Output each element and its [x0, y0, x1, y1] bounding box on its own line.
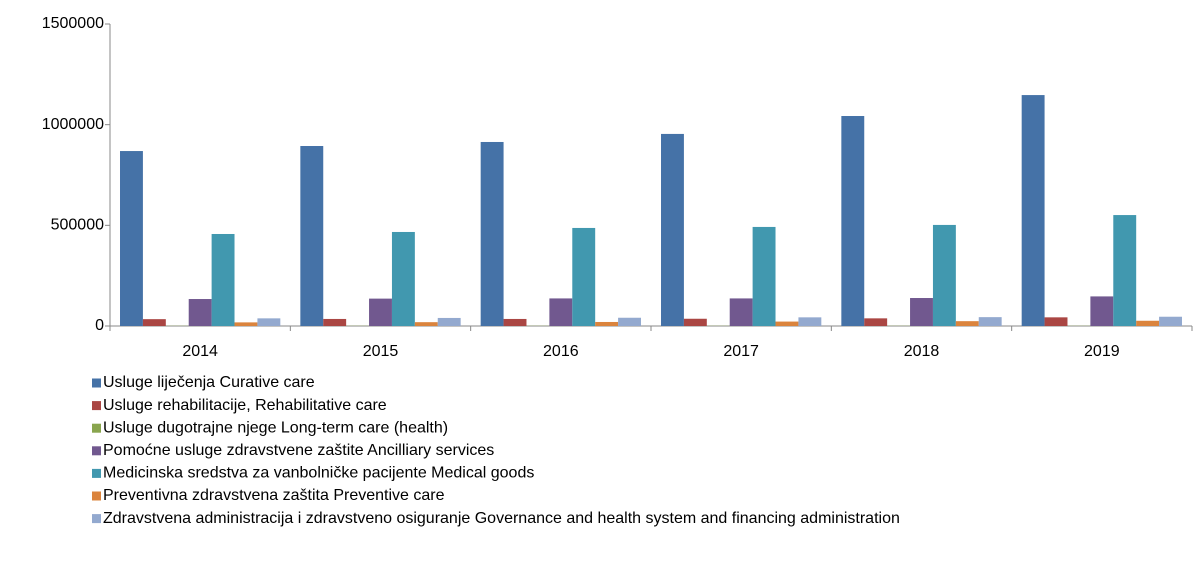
legend-label: Usluge dugotrajne njege Long-term care (… [103, 419, 448, 436]
x-tick-label: 2014 [182, 343, 218, 360]
bar [480, 141, 504, 326]
x-tick-label: 2018 [904, 343, 940, 360]
x-tick-label: 2016 [543, 343, 579, 360]
bar [752, 226, 776, 326]
bar [323, 318, 347, 326]
legend-swatch [92, 446, 101, 456]
legend-swatch [92, 468, 101, 478]
bar [932, 224, 956, 326]
bar [549, 298, 573, 326]
bar [798, 317, 822, 326]
legend-label: Zdravstvena administracija i zdravstveno… [103, 510, 900, 527]
bar [300, 146, 324, 326]
bar [1044, 317, 1068, 326]
bar [595, 321, 619, 326]
legend-swatch [92, 423, 101, 433]
bar [211, 233, 235, 326]
bar [955, 321, 979, 326]
bar [910, 298, 933, 326]
x-tick-label: 2019 [1084, 343, 1120, 360]
bar [775, 321, 799, 326]
bar [503, 318, 527, 326]
x-tick-label: 2015 [363, 343, 399, 360]
y-tick-label: 500000 [51, 217, 104, 234]
legend-swatch [92, 378, 101, 388]
bar [188, 299, 212, 326]
bar [257, 318, 281, 326]
bar [1159, 316, 1182, 326]
y-tick-label: 0 [95, 317, 104, 334]
bar [1113, 215, 1137, 326]
bar [234, 322, 258, 326]
legend-label: Preventivna zdravstvena zaštita Preventi… [103, 487, 445, 504]
bar [683, 318, 707, 326]
bar [1021, 95, 1045, 326]
legend-label: Medicinska sredstva za vanbolničke pacij… [103, 465, 534, 482]
bar [729, 298, 753, 326]
bar [1090, 296, 1114, 326]
bar [572, 227, 596, 326]
bar [120, 151, 143, 326]
bar [437, 317, 461, 326]
y-tick-label: 1500000 [42, 15, 104, 32]
bar [864, 318, 888, 326]
bar [978, 317, 1002, 326]
legend-swatch [92, 514, 101, 524]
legend-swatch [92, 491, 101, 501]
bar [414, 322, 438, 326]
legend-swatch [92, 401, 101, 411]
x-tick-label: 2017 [723, 343, 759, 360]
bar [1136, 320, 1160, 326]
legend-label: Usluge rehabilitacije, Rehabilitative ca… [103, 397, 387, 414]
legend-label: Usluge liječenja Curative care [103, 374, 315, 391]
bar [369, 298, 392, 326]
bar [142, 319, 166, 326]
bar [841, 116, 865, 326]
bar [391, 231, 415, 326]
bar [661, 133, 684, 326]
y-tick-label: 1000000 [42, 116, 104, 133]
bar [618, 317, 641, 326]
legend-label: Pomoćne usluge zdravstvene zaštite Ancil… [103, 442, 494, 459]
